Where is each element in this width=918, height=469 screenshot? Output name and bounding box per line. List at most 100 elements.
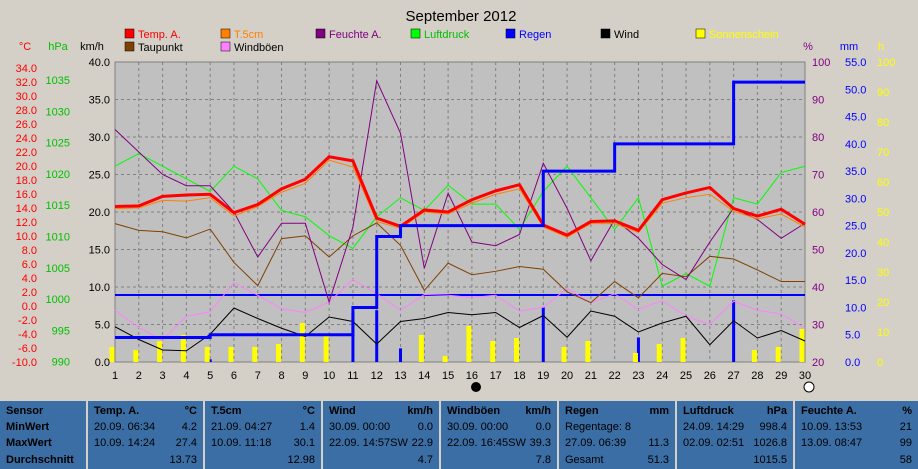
day-tick: 6 [231,370,237,382]
avg-value: 1015.5 [753,454,787,466]
sunshine-bar [109,347,115,362]
legend-swatch [124,28,135,39]
sunshine-bar [323,335,329,362]
tick-label: 1035 [46,75,70,87]
sunshine-bar [180,335,186,362]
tick-label: 0 [877,357,883,369]
day-tick: 19 [537,370,549,382]
sunshine-bar [585,341,591,362]
day-tick: 30 [799,370,811,382]
series-line-luftdruck [114,153,806,287]
rain-bar [541,307,545,362]
stats-table: Sensor MinWert MaxWert Durchschnitt Temp… [0,401,918,469]
tick-label: 1015 [46,200,70,212]
rain-bar [351,312,355,362]
day-tick: 14 [418,370,430,382]
sunshine-bar [466,326,472,362]
legend-swatch [315,28,326,39]
tick-label: 6.0 [22,259,37,271]
stat-unit: % [902,405,912,417]
tick-label: 80 [877,117,889,129]
series-line-temp-a- [114,155,806,237]
weather-chart: September 2012 Temp. A. T.5cm Feuchte A. Lu… [12,8,895,393]
tick-label: 18.0 [16,175,37,187]
tick-label: 70 [877,147,889,159]
min-time: Regentage: 8 [565,421,632,433]
legend-swatch [410,28,421,39]
sunshine-bar [775,347,781,362]
tick-label: 90 [877,87,889,99]
column-separator [86,401,88,469]
avg-value: 58 [899,454,912,466]
chart-title: September 2012 [406,8,517,25]
sunshine-bar [299,323,305,362]
legend-swatch [124,41,135,52]
tick-label: 0.0 [95,357,110,369]
tick-label: 10 [877,327,889,339]
tick-label: 995 [52,325,70,337]
tick-label: 40.0 [845,139,866,151]
sunshine-bar [490,341,496,362]
sunshine-bar [656,344,662,362]
day-tick: 25 [680,370,692,382]
sunshine-bar [418,335,424,362]
max-time: 13.09. 08:47 [801,437,863,449]
max-time: 02.09. 02:51 [683,437,745,449]
max-value: 27.4 [175,437,197,449]
day-tick: 8 [278,370,284,382]
sensor-column: Sensor MinWert MaxWert Durchschnitt [0,401,86,469]
tick-label: 40.0 [89,57,110,69]
stat-column: Windböen km/h 30.09. 00:00 0.0 22.09. 16:45S… [441,401,557,469]
tick-label: 35.0 [845,166,866,178]
tick-label: 55.0 [845,57,866,69]
tick-label: 60 [877,177,889,189]
day-tick: 12 [371,370,383,382]
day-tick: 28 [751,370,763,382]
column-separator [675,401,677,469]
axes-labels: °C hPa km/h% mm h34.032.030.028.026.024.022.… [12,41,895,382]
avg-value: 7.8 [535,454,551,466]
tick-label: 15.0 [845,275,866,287]
min-value: 0.0 [535,421,551,433]
tick-label: 45.0 [845,112,866,124]
tick-label: 20 [812,357,824,369]
tick-label: 26.0 [16,119,37,131]
axis-unit: km/h [80,41,104,53]
stat-column: Temp. A. °C 20.09. 06:34 4.2 10.09. 14:24 27.… [88,401,203,469]
max-value: 99 [899,437,912,449]
day-tick: 21 [585,370,597,382]
tick-label: 30 [812,320,824,332]
day-tick: 20 [561,370,573,382]
tick-label: 1005 [46,263,70,275]
max-time: 27.09. 06:39 [565,437,627,449]
tick-label: 20 [877,297,889,309]
tick-label: 20.0 [16,161,37,173]
stat-column: T.5cm °C 21.09. 04:27 1.4 10.09. 11:18 30.1 12… [205,401,321,469]
max-value: 1026.8 [753,437,787,449]
avg-value: 12.98 [287,454,315,466]
tick-label: -4.0 [18,329,37,341]
tick-label: 100 [877,57,895,69]
stat-column: Luftdruck hPa 24.09. 14:29 998.4 02.09. 02:5… [677,401,793,469]
day-tick: 3 [160,370,166,382]
axis-unit: hPa [48,41,68,53]
legend-swatch [695,28,706,39]
axis-unit: mm [840,41,858,53]
tick-label: 30 [877,267,889,279]
tick-label: 5.0 [95,320,110,332]
rain-bar [636,337,640,362]
tick-label: 10.0 [16,231,37,243]
stat-unit: km/h [525,405,551,417]
day-tick: 29 [775,370,787,382]
tick-label: 60 [812,207,824,219]
max-time: 10.09. 14:24 [94,437,156,449]
min-time: 10.09. 13:53 [801,421,863,433]
axis-unit: °C [19,41,31,53]
avg-value: 51.3 [647,454,669,466]
series-lines [114,79,806,352]
tick-label: 100 [812,57,830,69]
max-time: 22.09. 14:57SW [329,437,408,449]
tick-label: -2.0 [18,315,37,327]
max-time: 22.09. 16:45SW [447,437,526,449]
legend-label: Taupunkt [138,42,183,54]
